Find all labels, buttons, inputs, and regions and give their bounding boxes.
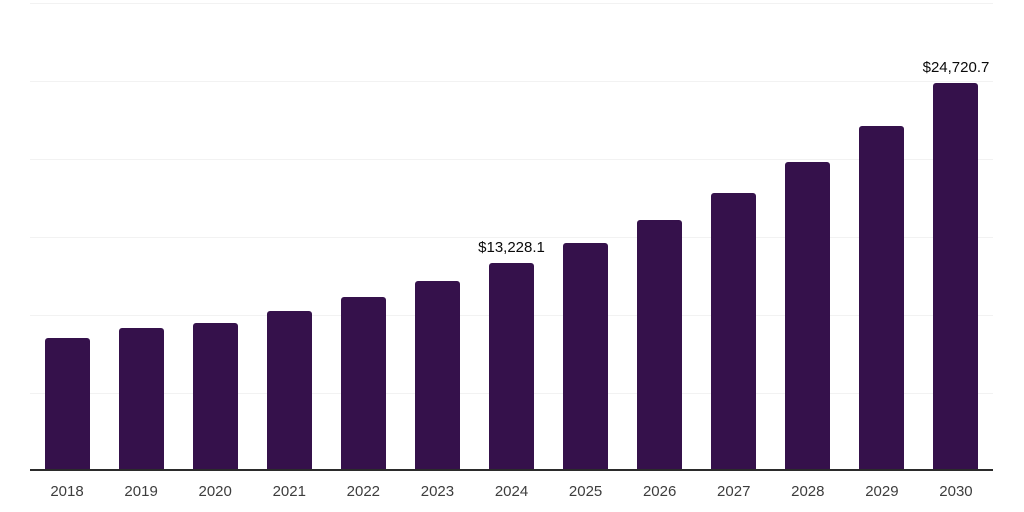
- x-tick-2025: 2025: [568, 483, 603, 500]
- bar-slot-2019: [104, 3, 178, 469]
- x-tick-2022: 2022: [346, 483, 381, 500]
- x-tick-2023: 2023: [420, 483, 455, 500]
- bar-2020[interactable]: [192, 322, 238, 469]
- bar-2021[interactable]: [266, 311, 312, 469]
- bar-2024[interactable]: [489, 262, 534, 469]
- bar-slot-2022: [326, 3, 400, 469]
- bar-2028[interactable]: [785, 162, 831, 469]
- bar-2019[interactable]: [118, 327, 164, 469]
- x-tick-2019: 2019: [124, 483, 158, 500]
- x-tick-2027: 2027: [717, 483, 751, 500]
- x-tick-2024: 2024: [494, 483, 529, 500]
- x-tick-2020: 2020: [198, 483, 232, 500]
- plot-area: $13,228.1 $24,720.7: [30, 3, 993, 471]
- gridline: [30, 3, 993, 4]
- x-tick-2029: 2029: [865, 483, 899, 500]
- gridline: [30, 159, 993, 160]
- x-tick-2021: 2021: [272, 483, 306, 500]
- bar-slot-2026: [623, 3, 697, 469]
- bar-slot-2027: [697, 3, 771, 469]
- bar-value-label-2024: $13,228.1: [478, 238, 545, 256]
- bar-value-label-2030: $24,720.7: [922, 59, 990, 77]
- bar-slot-2018: [30, 3, 104, 469]
- gridline: [30, 81, 993, 82]
- x-axis-labels: 2018 2019 2020 2021 2022 2023 2024 2025 2026 2027…: [30, 483, 993, 501]
- bar-slot-2028: [771, 3, 845, 469]
- x-tick-2030: 2030: [939, 483, 973, 500]
- bar-slot-2021: [252, 3, 326, 469]
- x-tick-2028: 2028: [791, 483, 825, 500]
- bar-slot-2024: $13,228.1: [474, 3, 548, 469]
- bar-2026[interactable]: [637, 219, 683, 469]
- bar-slot-2023: [400, 3, 474, 469]
- bar-2027[interactable]: [711, 192, 757, 469]
- bar-2018[interactable]: [44, 337, 90, 469]
- gridline: [30, 237, 993, 238]
- x-tick-2026: 2026: [642, 483, 677, 500]
- bar-2029[interactable]: [859, 125, 905, 469]
- bar-slot-2020: [178, 3, 252, 469]
- bar-2030[interactable]: [933, 83, 979, 469]
- bar-slot-2030: $24,720.7: [919, 3, 993, 469]
- bar-2023[interactable]: [414, 281, 460, 469]
- bar-2022[interactable]: [340, 297, 386, 469]
- x-tick-2018: 2018: [50, 483, 84, 500]
- bar-2025[interactable]: [563, 242, 609, 469]
- bar-slot-2025: [549, 3, 623, 469]
- bar-slot-2029: [845, 3, 919, 469]
- bars-row: $13,228.1 $24,720.7: [30, 3, 993, 469]
